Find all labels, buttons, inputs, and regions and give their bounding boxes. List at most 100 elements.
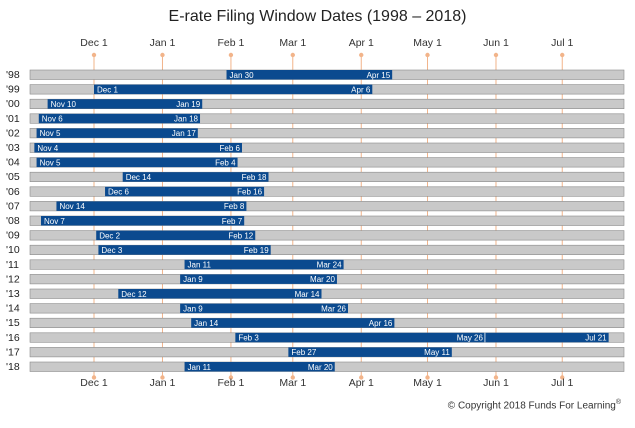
year-row: '07 Nov 14 Feb 8 bbox=[6, 200, 625, 212]
close-date-label: Feb 16 bbox=[237, 188, 262, 197]
open-date-label: Feb 27 bbox=[291, 348, 316, 357]
open-date-label: Dec 6 bbox=[108, 188, 129, 197]
window-bar bbox=[122, 172, 269, 182]
year-label: '06 bbox=[6, 186, 20, 198]
year-label: '18 bbox=[6, 361, 20, 373]
month-tick-label-bottom: Mar 1 bbox=[279, 377, 306, 389]
close-date-label: Feb 4 bbox=[215, 158, 236, 167]
year-row: '05 Dec 14 Feb 18 bbox=[6, 171, 625, 183]
year-row: '08 Nov 7 Feb 7 bbox=[6, 215, 625, 227]
window-bar bbox=[184, 362, 335, 372]
month-tick-label-top: Dec 1 bbox=[80, 37, 108, 49]
year-label: '11 bbox=[6, 259, 19, 271]
month-tick-label-bottom: Jan 1 bbox=[150, 377, 176, 389]
month-tick-marker bbox=[425, 375, 430, 380]
close-date-label: Feb 18 bbox=[242, 173, 267, 182]
month-tick-label-top: Apr 1 bbox=[349, 37, 374, 49]
window-bar bbox=[96, 230, 256, 241]
year-row: '00 Nov 10 Jan 19 bbox=[6, 98, 625, 110]
close-date-label: Mar 14 bbox=[295, 290, 320, 299]
window-bar bbox=[40, 216, 245, 226]
window-bar bbox=[38, 113, 201, 124]
month-tick-marker bbox=[359, 375, 364, 380]
month-tick-marker bbox=[493, 375, 499, 380]
year-row: '14 Jan 9 Mar 26 bbox=[6, 303, 625, 315]
month-tick-label-bottom: Feb 1 bbox=[218, 377, 245, 389]
track-bar bbox=[29, 215, 625, 226]
close-date-label: Jan 17 bbox=[172, 129, 197, 138]
open-date-label: Dec 1 bbox=[97, 85, 118, 94]
open-date-label: Dec 3 bbox=[101, 246, 122, 255]
window-bar bbox=[235, 332, 609, 343]
year-label: '17 bbox=[6, 346, 20, 358]
month-tick-label-bottom: May 1 bbox=[413, 377, 442, 389]
track-bar bbox=[29, 113, 625, 124]
window-bar bbox=[34, 143, 242, 153]
close-date-label: Mar 20 bbox=[308, 363, 333, 372]
track-bar bbox=[29, 186, 625, 197]
month-tick-label-bottom: Dec 1 bbox=[80, 377, 108, 389]
year-row: '03 Nov 4 Feb 6 bbox=[6, 142, 625, 154]
window-bar bbox=[36, 128, 198, 138]
month-tick-marker bbox=[290, 375, 295, 380]
close-date-label: Jan 19 bbox=[176, 100, 201, 109]
month-tick-marker bbox=[560, 52, 565, 58]
chart-title: E-rate Filing Window Dates (1998 – 2018) bbox=[168, 8, 467, 25]
close-date-label: Apr 16 bbox=[369, 319, 393, 328]
open-date-label: Nov 10 bbox=[51, 100, 77, 109]
year-label: '12 bbox=[6, 273, 20, 285]
year-label: '01 bbox=[6, 113, 20, 125]
year-row: '02 Nov 5 Jan 17 bbox=[6, 127, 625, 139]
year-label: '00 bbox=[6, 98, 20, 110]
year-row: '11 Jan 11 Mar 24 bbox=[6, 259, 625, 271]
close-date-label: May 11 bbox=[424, 348, 450, 357]
window-bar bbox=[105, 186, 265, 197]
window-bar bbox=[94, 84, 373, 95]
month-tick-marker bbox=[91, 375, 97, 380]
window-bar bbox=[118, 289, 322, 299]
close-date-label: Apr 15 bbox=[367, 71, 391, 80]
copyright-notice: © Copyright 2018 Funds For Learning® bbox=[447, 399, 621, 412]
year-row: '18 Jan 11 Mar 20 bbox=[6, 361, 625, 373]
month-tick-label-bottom: Jun 1 bbox=[483, 377, 509, 389]
track-bar bbox=[29, 171, 625, 182]
month-tick-label-top: Jan 1 bbox=[150, 37, 176, 49]
year-label: '09 bbox=[6, 230, 20, 242]
open-date-label: Jan 30 bbox=[230, 71, 255, 80]
year-label: '04 bbox=[6, 157, 20, 169]
open-date-label: Jan 9 bbox=[183, 304, 203, 313]
track-bar bbox=[29, 98, 625, 109]
year-row: '10 Dec 3 Feb 19 bbox=[6, 244, 625, 256]
close-date-label: May 26 bbox=[457, 334, 484, 343]
year-row: '12 Jan 9 Mar 20 bbox=[6, 273, 625, 285]
year-row: '13 Dec 12 Mar 14 bbox=[6, 288, 625, 300]
close-date-label: Feb 19 bbox=[244, 246, 269, 255]
close-date-label: Mar 26 bbox=[321, 304, 346, 313]
month-tick-marker bbox=[160, 52, 165, 58]
month-tick-marker bbox=[91, 52, 97, 58]
window-bar bbox=[184, 259, 344, 270]
window-bar bbox=[56, 201, 247, 211]
open-date-label: Jan 11 bbox=[188, 261, 212, 270]
window-bar bbox=[36, 157, 238, 168]
window-bar bbox=[98, 245, 271, 255]
close-date-label: Apr 6 bbox=[351, 85, 371, 94]
year-label: '99 bbox=[6, 84, 20, 96]
open-date-label: Nov 5 bbox=[40, 129, 61, 138]
track-bar bbox=[29, 157, 625, 168]
year-row: '01 Nov 6 Jan 18 bbox=[6, 113, 625, 125]
month-tick-marker bbox=[228, 52, 234, 58]
month-tick-label-bottom: Apr 1 bbox=[349, 377, 374, 389]
open-date-label: Dec 14 bbox=[126, 173, 152, 182]
month-tick-label-top: Feb 1 bbox=[218, 37, 245, 49]
track-bar bbox=[29, 288, 625, 299]
year-label: '10 bbox=[6, 244, 20, 256]
track-bar bbox=[29, 201, 625, 212]
close-date-label: Feb 8 bbox=[224, 202, 245, 211]
month-tick-marker bbox=[290, 52, 295, 58]
year-label: '02 bbox=[6, 127, 20, 139]
month-tick-label-top: Jul 1 bbox=[551, 37, 573, 49]
open-date-label: Jan 11 bbox=[188, 363, 212, 372]
month-tick-marker bbox=[425, 52, 430, 58]
year-row: '98 Jan 30 Apr 15 bbox=[6, 69, 625, 81]
